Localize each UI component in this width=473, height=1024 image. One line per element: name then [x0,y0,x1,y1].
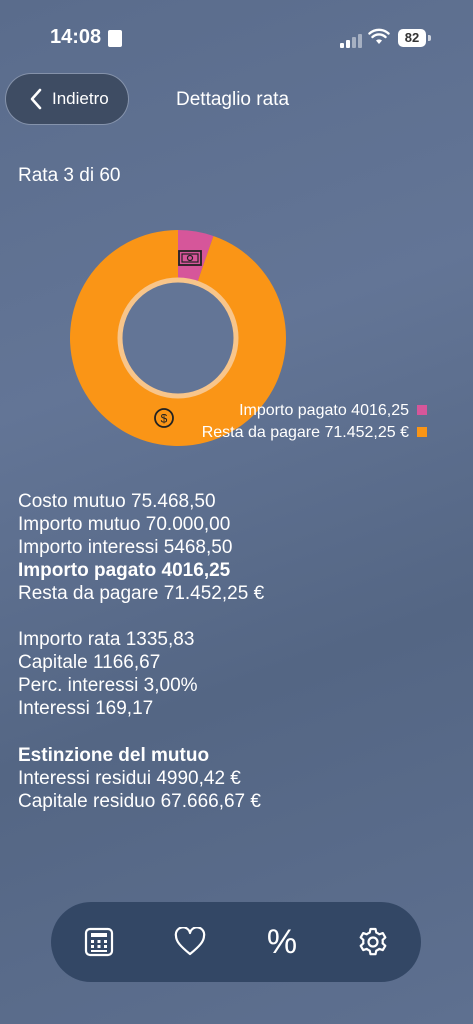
installment-label: Rata 3 di 60 [18,165,121,186]
extinction-heading: Estinzione del mutuo [18,745,210,766]
amount-remaining: Resta da pagare 71.452,25 € [18,583,265,604]
calculator-icon [84,927,114,957]
legend-label-paid: Importo pagato 4016,25 [239,402,409,419]
chart-legend: Importo pagato 4016,25 Resta da pagare 7… [202,400,427,444]
interest: Interessi 169,17 [18,698,154,719]
id-card-icon [108,30,122,47]
battery-tip [428,35,431,41]
status-bar: 14:08 82 [0,0,473,70]
residual-interest: Interessi residui 4990,42 € [18,768,241,789]
principal: Capitale 1166,67 [18,652,161,673]
chevron-left-icon [30,88,42,110]
banknote-icon [178,250,202,266]
cellular-signal-icon [340,30,364,48]
status-time: 14:08 [50,26,102,48]
legend-swatch-paid [417,405,427,415]
back-button-label: Indietro [52,89,109,108]
residual-principal: Capitale residuo 67.666,67 € [18,791,261,812]
tab-calculator[interactable] [79,922,119,962]
interest-amount: Importo interessi 5468,50 [18,537,233,558]
battery-icon: 82 [398,29,426,47]
percent-icon: % [266,922,298,961]
legend-label-remaining: Resta da pagare 71.452,25 € [201,424,409,441]
gear-icon [359,927,387,956]
page-title: Dettaglio rata [176,89,290,110]
donut-slice-remaining [70,230,286,446]
loan-amount: Importo mutuo 70.000,00 [18,514,231,535]
installment-details: Importo rata 1335,83 Capitale 1166,67 Pe… [18,628,198,720]
legend-item-remaining: Resta da pagare 71.452,25 € [202,422,427,444]
legend-item-paid: Importo pagato 4016,25 [202,400,427,422]
loan-summary: Costo mutuo 75.468,50 Importo mutuo 70.0… [18,490,264,605]
installment-amount: Importo rata 1335,83 [18,629,195,650]
heart-icon [174,927,206,956]
tab-settings[interactable] [353,922,393,962]
back-button[interactable]: Indietro [6,74,128,124]
legend-swatch-remaining [417,427,427,437]
loan-extinction: Estinzione del mutuo Interessi residui 4… [18,744,261,813]
dollar-coin-icon: $ [154,408,174,428]
amount-paid: Importo pagato 4016,25 [18,560,231,581]
donut-hole [117,277,239,399]
wifi-icon [368,28,390,44]
tab-bar: % [51,902,421,982]
donut-slice-paid [178,230,214,282]
loan-cost: Costo mutuo 75.468,50 [18,491,216,512]
svg-text:$: $ [161,412,168,426]
donut-chart: $ [70,230,286,446]
interest-rate: Perc. interessi 3,00% [18,675,198,696]
tab-percent[interactable]: % [262,922,302,962]
tab-favorites[interactable] [170,922,210,962]
